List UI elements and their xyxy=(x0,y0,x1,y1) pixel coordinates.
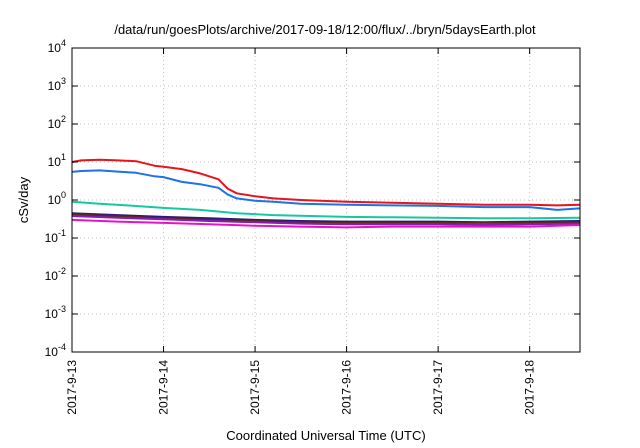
y-tick-label: 103 xyxy=(48,76,66,93)
series-line-7 xyxy=(71,218,581,229)
y-tick-label: 101 xyxy=(48,152,66,169)
x-tick-label: 2017-9-17 xyxy=(431,360,445,415)
data-series xyxy=(71,158,581,229)
y-tick-label: 10-1 xyxy=(45,228,66,245)
x-tick-label: 2017-9-14 xyxy=(157,360,171,415)
y-tick-label: 104 xyxy=(48,38,66,55)
axes: 10-4 10-3 10-2 10-1 100 101 102 103 104 2017-9-13… xyxy=(45,38,580,415)
x-tick-label: 2017-9-13 xyxy=(65,360,79,415)
x-axis-label: Coordinated Universal Time (UTC) xyxy=(226,428,425,443)
y-axis-label: cSv/day xyxy=(16,176,31,223)
y-tick-label: 102 xyxy=(48,114,66,131)
series-line-5 xyxy=(71,213,581,224)
y-tick-label: 10-4 xyxy=(45,342,66,359)
series-line-3 xyxy=(71,200,581,220)
x-tick-label: 2017-9-16 xyxy=(340,360,354,415)
series-line-2 xyxy=(71,169,581,211)
x-tick-label: 2017-9-15 xyxy=(248,360,262,415)
series-line-1 xyxy=(71,158,581,207)
chart-title: /data/run/goesPlots/archive/2017-09-18/1… xyxy=(114,22,536,37)
y-tick-label: 10-3 xyxy=(45,304,66,321)
y-tick-label: 10-2 xyxy=(45,266,66,283)
y-tick-label: 100 xyxy=(48,190,66,207)
series-line-6 xyxy=(71,215,581,226)
x-tick-label: 2017-9-18 xyxy=(523,360,537,415)
